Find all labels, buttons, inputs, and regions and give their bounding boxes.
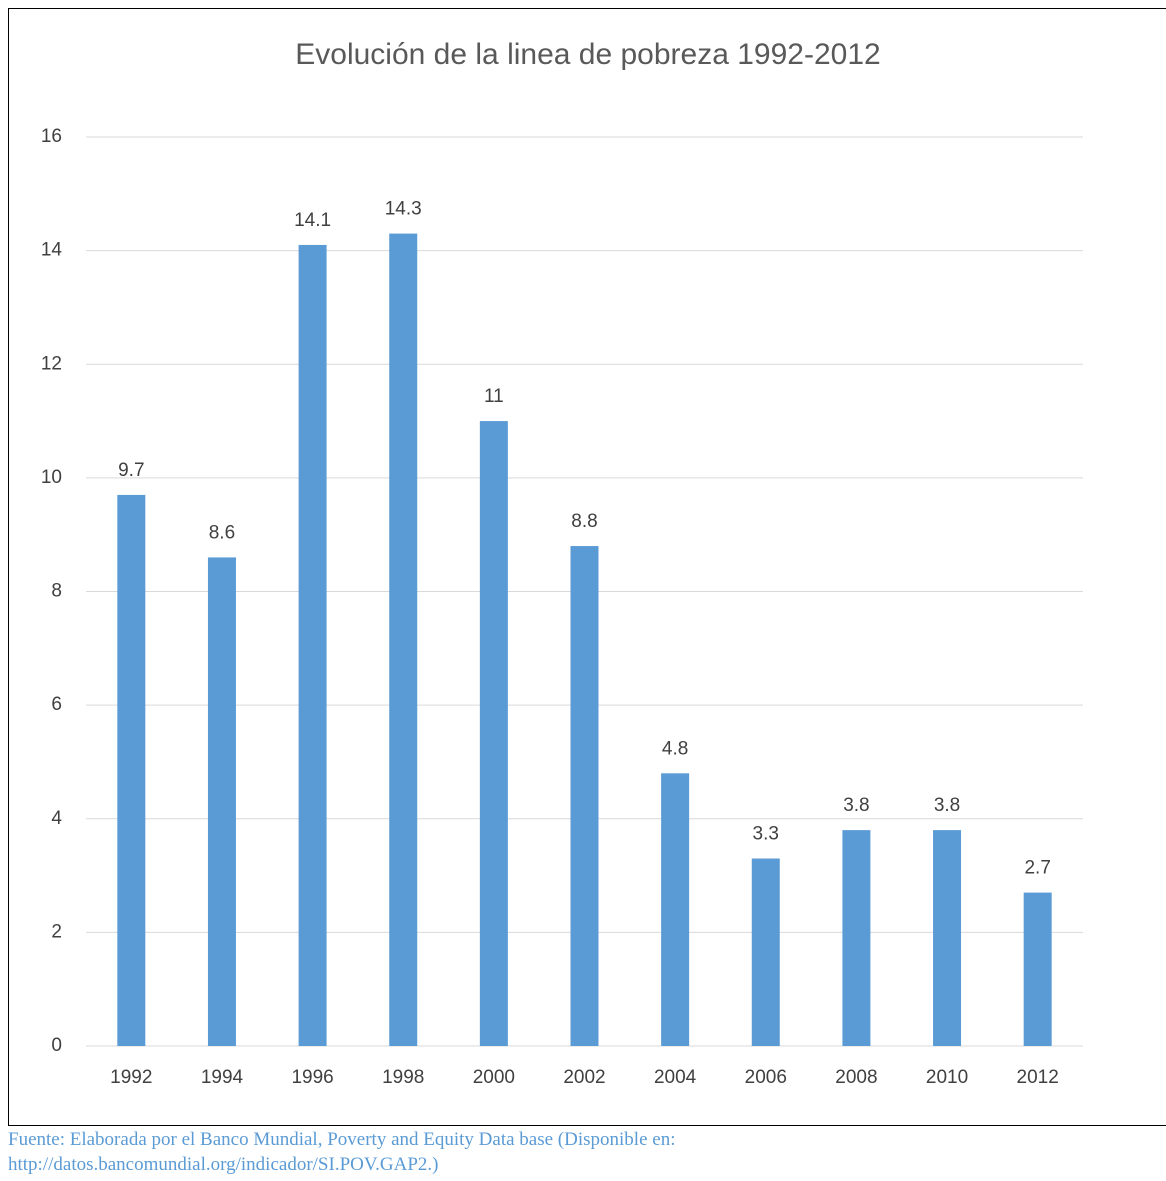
x-tick-label: 2010 xyxy=(926,1067,968,1088)
x-tick-label: 2004 xyxy=(654,1067,697,1088)
bar xyxy=(117,494,146,1046)
x-tick-label: 2006 xyxy=(745,1067,787,1088)
source-line: http://datos.bancomundial.org/indicador/… xyxy=(8,1154,439,1175)
x-tick-label: 2002 xyxy=(563,1067,605,1088)
x-tick-label: 2000 xyxy=(473,1067,515,1088)
data-label: 4.8 xyxy=(662,738,688,759)
x-tick-label: 1996 xyxy=(291,1067,333,1088)
data-label: 3.8 xyxy=(934,795,960,816)
bar xyxy=(1023,892,1052,1046)
bar xyxy=(661,773,690,1046)
bar xyxy=(933,830,962,1046)
x-tick-label: 1998 xyxy=(382,1067,424,1088)
y-tick-label: 12 xyxy=(41,353,62,374)
bar xyxy=(479,421,508,1046)
data-label: 8.6 xyxy=(209,522,235,543)
chart-border xyxy=(8,8,1166,1126)
x-tick-label: 1992 xyxy=(110,1067,152,1088)
bar xyxy=(570,546,599,1046)
bar xyxy=(751,858,780,1046)
data-label: 11 xyxy=(484,386,504,407)
x-tick-label: 2008 xyxy=(835,1067,877,1088)
data-label: 2.7 xyxy=(1024,858,1050,879)
y-tick-label: 2 xyxy=(51,921,62,942)
data-label: 8.8 xyxy=(571,511,597,532)
chart: Evolución de la linea de pobreza 1992-20… xyxy=(8,8,1166,1126)
data-label: 3.8 xyxy=(843,795,869,816)
y-tick-label: 6 xyxy=(51,694,62,715)
y-tick-label: 10 xyxy=(41,467,62,488)
y-tick-label: 4 xyxy=(51,808,62,829)
source-note: Fuente: Elaborada por el Banco Mundial, … xyxy=(8,1127,675,1177)
data-label: 14.3 xyxy=(385,199,422,220)
x-tick-label: 1994 xyxy=(201,1067,244,1088)
bar xyxy=(842,830,871,1046)
data-label: 14.1 xyxy=(294,210,331,231)
bar xyxy=(207,557,236,1046)
source-line: Fuente: Elaborada por el Banco Mundial, … xyxy=(8,1129,676,1150)
data-label: 9.7 xyxy=(118,460,144,481)
data-label: 3.3 xyxy=(753,824,779,845)
y-tick-label: 14 xyxy=(41,240,63,261)
bar xyxy=(389,233,418,1047)
y-tick-label: 8 xyxy=(51,581,62,602)
x-tick-label: 2012 xyxy=(1017,1067,1059,1088)
bar xyxy=(298,244,327,1047)
y-tick-label: 0 xyxy=(51,1035,62,1056)
chart-title: Evolución de la linea de pobreza 1992-20… xyxy=(295,38,880,71)
y-tick-label: 16 xyxy=(41,126,62,147)
